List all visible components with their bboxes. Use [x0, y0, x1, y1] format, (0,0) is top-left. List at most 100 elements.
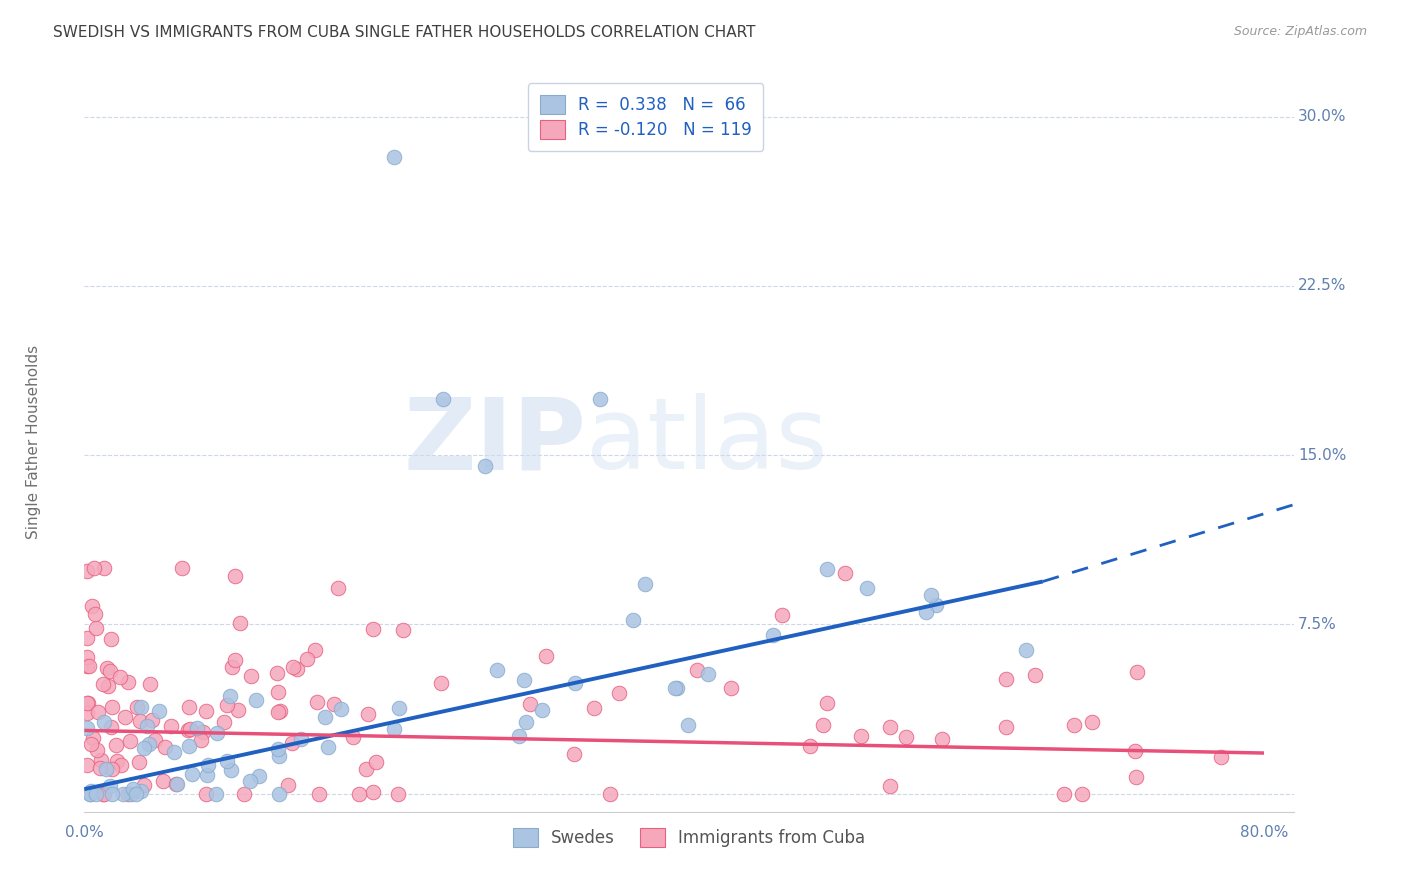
- Point: [1125, 770, 1147, 784]
- Point: [239, 668, 262, 682]
- Point: [93, 715, 115, 730]
- Point: [322, 698, 344, 712]
- Point: [84, 621, 107, 635]
- Point: [76, 564, 98, 578]
- Point: [80, 737, 103, 751]
- Point: [1053, 787, 1076, 801]
- Point: [770, 608, 793, 623]
- Point: [834, 566, 856, 581]
- Point: [114, 710, 136, 724]
- Point: [931, 731, 953, 746]
- Point: [190, 733, 212, 747]
- Point: [76, 696, 98, 710]
- Point: [720, 681, 742, 695]
- Point: [856, 581, 879, 595]
- Point: [94, 762, 117, 776]
- Point: [177, 739, 200, 753]
- Point: [228, 702, 250, 716]
- Point: [512, 673, 534, 687]
- Point: [229, 615, 252, 630]
- Point: [1063, 718, 1085, 732]
- Point: [124, 787, 146, 801]
- Point: [77, 659, 100, 673]
- Text: 30.0%: 30.0%: [1298, 109, 1347, 124]
- Text: 22.5%: 22.5%: [1298, 278, 1347, 293]
- Point: [245, 693, 267, 707]
- Point: [366, 756, 388, 770]
- Point: [799, 739, 821, 753]
- Point: [96, 661, 118, 675]
- Point: [84, 787, 107, 801]
- Point: [80, 784, 103, 798]
- Point: [519, 698, 541, 712]
- Point: [100, 632, 122, 646]
- Text: atlas: atlas: [586, 393, 828, 490]
- Point: [290, 732, 312, 747]
- Point: [295, 652, 318, 666]
- Point: [129, 699, 152, 714]
- Point: [267, 749, 290, 764]
- Point: [382, 150, 405, 164]
- Point: [813, 718, 835, 732]
- Point: [582, 700, 605, 714]
- Point: [86, 743, 108, 757]
- Point: [247, 769, 270, 783]
- Point: [664, 681, 686, 695]
- Point: [118, 733, 141, 747]
- Point: [117, 675, 139, 690]
- Point: [105, 738, 128, 752]
- Point: [607, 685, 630, 699]
- Point: [267, 741, 290, 756]
- Point: [361, 785, 384, 799]
- Point: [879, 780, 901, 794]
- Point: [387, 787, 409, 801]
- Point: [697, 667, 720, 681]
- Point: [82, 731, 104, 745]
- Point: [76, 706, 98, 721]
- Point: [112, 787, 135, 801]
- Point: [141, 713, 163, 727]
- Point: [134, 741, 156, 756]
- Point: [266, 665, 288, 680]
- Point: [485, 663, 508, 677]
- Point: [328, 582, 350, 596]
- Point: [815, 696, 838, 710]
- Point: [166, 777, 188, 791]
- Point: [314, 710, 336, 724]
- Point: [195, 768, 218, 782]
- Point: [91, 787, 114, 801]
- Point: [304, 643, 326, 657]
- Point: [148, 704, 170, 718]
- Point: [93, 561, 115, 575]
- Point: [267, 685, 290, 699]
- Point: [1126, 665, 1149, 679]
- Point: [89, 761, 111, 775]
- Point: [665, 681, 688, 695]
- Point: [194, 704, 217, 718]
- Point: [534, 649, 557, 664]
- Point: [224, 568, 246, 582]
- Point: [925, 599, 948, 613]
- Point: [1081, 714, 1104, 729]
- Point: [152, 774, 174, 789]
- Legend: Swedes, Immigrants from Cuba: Swedes, Immigrants from Cuba: [505, 819, 873, 855]
- Point: [179, 722, 201, 736]
- Point: [76, 757, 98, 772]
- Point: [285, 663, 308, 677]
- Point: [388, 701, 411, 715]
- Point: [205, 787, 228, 801]
- Point: [219, 763, 242, 777]
- Point: [76, 721, 98, 735]
- Point: [508, 729, 530, 743]
- Point: [676, 718, 699, 732]
- Point: [815, 562, 838, 576]
- Point: [143, 733, 166, 747]
- Point: [79, 787, 101, 801]
- Point: [83, 607, 105, 621]
- Point: [283, 660, 305, 674]
- Text: 15.0%: 15.0%: [1298, 448, 1347, 463]
- Point: [207, 726, 229, 740]
- Point: [218, 689, 240, 703]
- Point: [347, 787, 370, 801]
- Point: [163, 745, 186, 759]
